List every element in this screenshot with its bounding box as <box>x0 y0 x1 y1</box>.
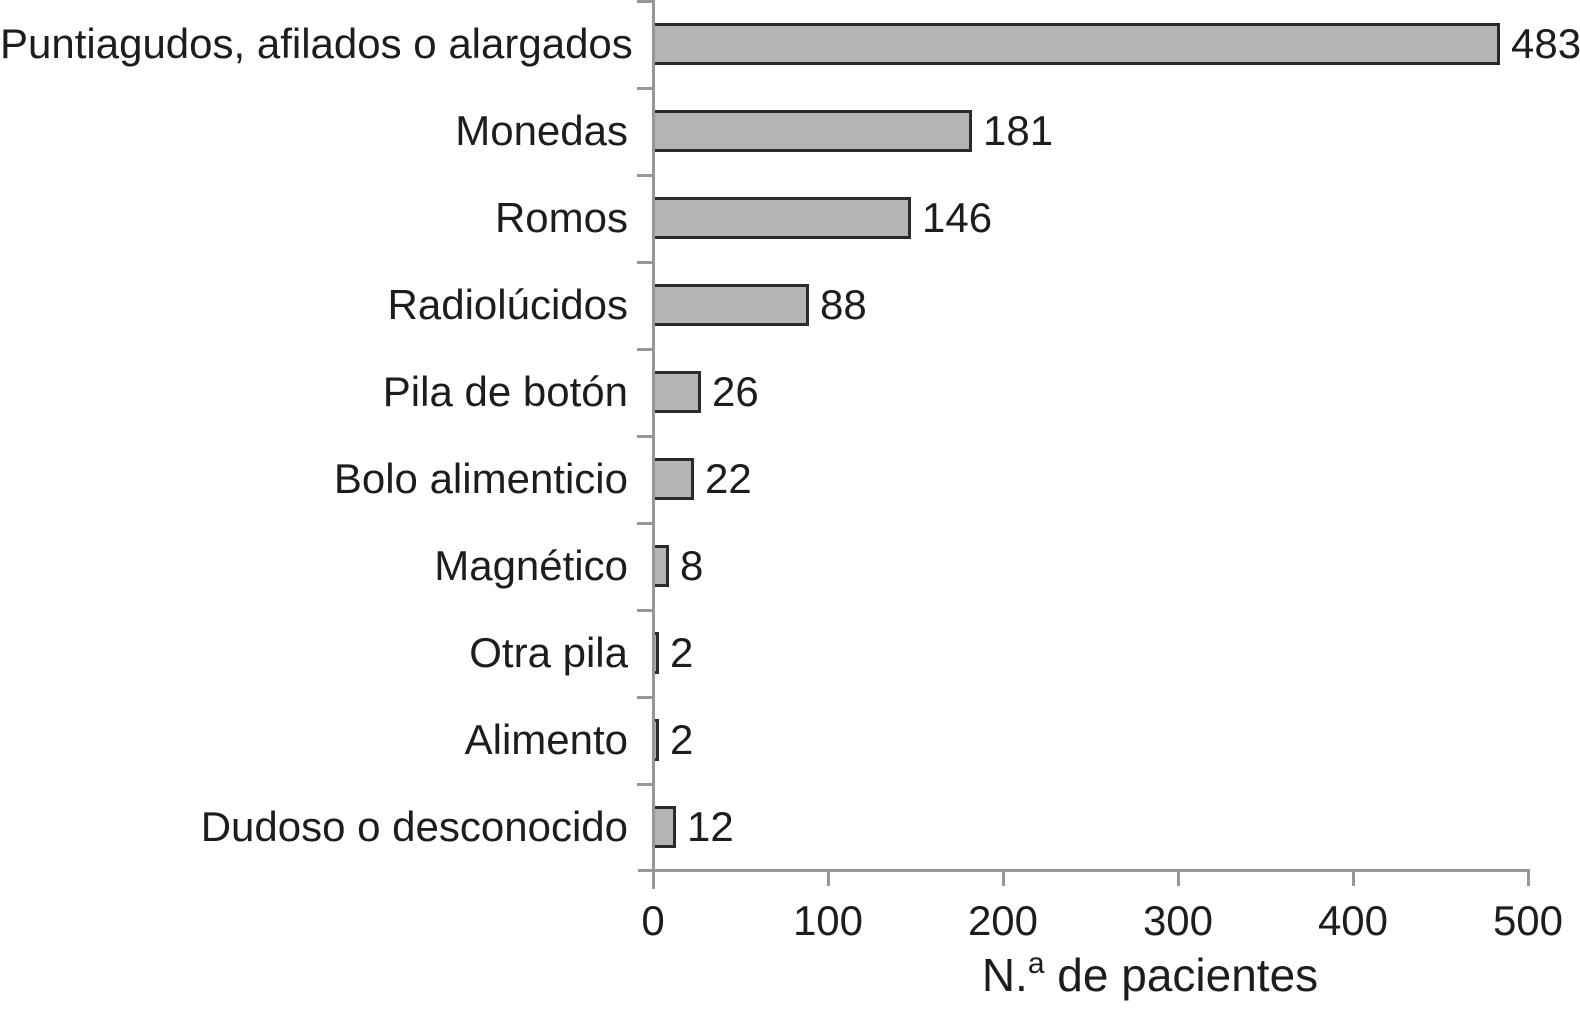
y-axis-line <box>652 0 655 889</box>
category-label: Otra pila <box>469 629 628 676</box>
value-label: 88 <box>820 281 867 328</box>
value-label: 2 <box>670 629 694 676</box>
category-label: Pila de botón <box>382 368 628 415</box>
x-axis-tick-label: 100 <box>792 897 864 944</box>
category-label: Monedas <box>455 107 628 154</box>
bar <box>652 458 694 500</box>
category-label: Magnético <box>434 542 628 589</box>
x-axis-tick <box>652 869 655 886</box>
x-axis-tick <box>827 869 830 886</box>
category-label: Radiolúcidos <box>387 281 628 328</box>
y-axis-tick <box>637 435 652 438</box>
category-label: Bolo alimenticio <box>333 455 628 502</box>
x-axis-tick-label: 200 <box>967 897 1039 944</box>
y-axis-tick <box>637 261 652 264</box>
x-axis-title-rest: de pacientes <box>1044 949 1319 1001</box>
category-label: Dudoso o desconocido <box>200 803 628 850</box>
y-axis-tick <box>637 696 652 699</box>
value-label: 181 <box>983 107 1054 154</box>
x-axis-line <box>638 869 1530 872</box>
x-axis-title-prefix: N. <box>981 949 1028 1001</box>
x-axis-tick <box>1352 869 1355 886</box>
bar <box>652 197 911 239</box>
value-label: 22 <box>705 455 752 502</box>
y-axis-tick <box>637 0 652 3</box>
x-axis-tick-label: 400 <box>1317 897 1389 944</box>
y-axis-tick <box>637 174 652 177</box>
bar <box>652 284 809 326</box>
value-label: 8 <box>680 542 704 589</box>
value-label: 146 <box>922 194 993 241</box>
bar <box>652 110 972 152</box>
y-axis-tick <box>637 783 652 786</box>
value-label: 26 <box>712 368 759 415</box>
y-axis-tick <box>637 522 652 525</box>
bar <box>652 23 1500 65</box>
y-axis-tick <box>637 87 652 90</box>
x-axis-tick <box>1002 869 1005 886</box>
x-axis-tick-label: 500 <box>1492 897 1564 944</box>
x-axis-tick <box>1527 869 1530 886</box>
x-axis-tick-label: 300 <box>1142 897 1214 944</box>
x-axis-title: N.a de pacientes <box>981 947 1319 1002</box>
value-label: 483 <box>1511 20 1580 67</box>
y-axis-tick <box>637 348 652 351</box>
bar <box>652 806 676 848</box>
bar <box>652 371 701 413</box>
category-label: Alimento <box>464 716 628 763</box>
x-axis-tick-label: 0 <box>641 897 665 944</box>
x-axis-tick <box>1177 869 1180 886</box>
y-axis-tick <box>637 609 652 612</box>
category-label: Puntiagudos, afilados o alargados <box>0 20 633 67</box>
value-label: 12 <box>687 803 734 850</box>
x-axis-title-superscript: a <box>1027 947 1045 980</box>
category-label: Romos <box>494 194 628 241</box>
value-label: 2 <box>670 716 694 763</box>
